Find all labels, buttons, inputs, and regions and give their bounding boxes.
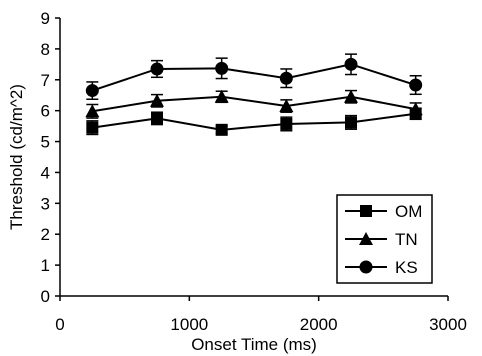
data-point: [215, 123, 228, 136]
x-axis-title: Onset Time (ms): [191, 335, 317, 354]
data-point: [86, 121, 99, 134]
legend-marker: [360, 205, 372, 217]
y-tick-label: 7: [41, 71, 50, 90]
data-point: [214, 89, 229, 103]
y-tick-label: 8: [41, 40, 50, 59]
y-tick-label: 3: [41, 194, 50, 213]
y-tick-label: 2: [41, 225, 50, 244]
x-tick-label: 2000: [300, 315, 338, 334]
y-tick-label: 9: [41, 9, 50, 28]
data-point: [85, 84, 99, 98]
y-tick-label: 6: [41, 102, 50, 121]
x-tick-label: 3000: [429, 315, 467, 334]
data-point: [344, 89, 358, 103]
legend-marker: [359, 260, 373, 274]
data-point: [85, 104, 100, 118]
series-tn: [85, 89, 423, 119]
series-om: [86, 107, 422, 136]
axes: 0 1 2 3 4 5 6 7 8 9 0 1000 2000 3000: [41, 9, 467, 334]
series-line: [92, 63, 416, 92]
legend-marker: [359, 232, 373, 245]
data-point: [150, 93, 164, 107]
y-tick-label: 4: [41, 163, 50, 182]
x-tick-label: 1000: [170, 315, 208, 334]
legend-label: KS: [395, 258, 418, 277]
legend: OM TN KS: [336, 194, 433, 284]
y-tick-label: 1: [41, 256, 50, 275]
data-point: [215, 61, 229, 75]
series-ks: [85, 53, 423, 100]
legend-label: TN: [395, 230, 418, 249]
data-point: [279, 99, 294, 113]
series-layer: [85, 53, 423, 136]
y-tick-label: 0: [41, 287, 50, 306]
y-axis-title: Threshold (cd/m^2): [7, 84, 26, 230]
data-point: [150, 62, 164, 76]
data-point: [344, 57, 358, 71]
data-point: [345, 116, 357, 129]
series-line: [92, 95, 416, 113]
data-point: [279, 71, 293, 85]
data-point: [280, 117, 293, 130]
data-point: [409, 78, 423, 92]
y-tick-label: 5: [41, 133, 50, 152]
legend-label: OM: [395, 202, 422, 221]
x-tick-label: 0: [55, 315, 64, 334]
series-line: [92, 112, 416, 131]
data-point: [408, 102, 423, 116]
data-point: [151, 112, 163, 125]
